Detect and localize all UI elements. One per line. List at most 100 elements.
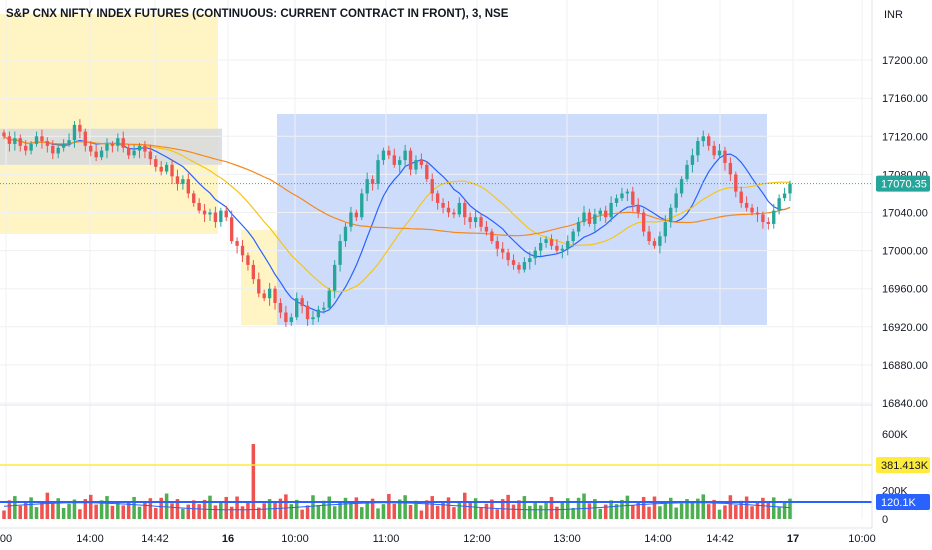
candle[interactable] <box>772 203 776 229</box>
candle[interactable] <box>208 208 212 222</box>
candle[interactable] <box>641 208 646 237</box>
candle[interactable] <box>94 144 98 162</box>
candle[interactable] <box>7 131 12 152</box>
candle[interactable] <box>506 248 510 266</box>
candle[interactable] <box>674 187 678 213</box>
candle[interactable] <box>566 235 570 256</box>
candle[interactable] <box>744 196 749 212</box>
candle[interactable] <box>192 190 196 207</box>
candle[interactable] <box>29 141 33 155</box>
candle[interactable] <box>571 228 575 247</box>
candle[interactable] <box>278 298 283 319</box>
candle[interactable] <box>154 155 158 172</box>
candle[interactable] <box>392 148 396 168</box>
candle[interactable] <box>604 205 608 223</box>
candle[interactable] <box>555 239 559 254</box>
candle[interactable] <box>105 138 109 159</box>
candle[interactable] <box>663 215 668 243</box>
candle[interactable] <box>13 131 17 151</box>
candle[interactable] <box>701 130 705 147</box>
candle[interactable] <box>273 285 277 310</box>
candle[interactable] <box>598 207 602 222</box>
candle[interactable] <box>246 252 250 271</box>
candle[interactable] <box>582 205 586 226</box>
candle[interactable] <box>636 198 640 219</box>
candle[interactable] <box>289 313 293 326</box>
candle[interactable] <box>614 194 619 207</box>
candle[interactable] <box>766 217 770 230</box>
candle[interactable] <box>121 131 125 153</box>
candle[interactable] <box>484 221 489 236</box>
candle[interactable] <box>522 257 527 273</box>
candle[interactable] <box>354 209 359 222</box>
candle[interactable] <box>327 287 331 311</box>
candle[interactable] <box>83 128 87 152</box>
candle[interactable] <box>625 188 630 202</box>
candle[interactable] <box>235 237 239 254</box>
last-price-tag[interactable] <box>876 175 930 192</box>
candle[interactable] <box>755 206 760 223</box>
candle[interactable] <box>777 194 781 215</box>
candle[interactable] <box>181 175 185 190</box>
candle[interactable] <box>734 171 738 198</box>
candle[interactable] <box>89 141 93 157</box>
candle[interactable] <box>267 282 272 306</box>
candle[interactable] <box>316 305 321 323</box>
candle[interactable] <box>490 228 494 244</box>
candle[interactable] <box>40 129 44 149</box>
candle[interactable] <box>408 147 413 176</box>
candle[interactable] <box>202 203 207 223</box>
candle[interactable] <box>311 310 315 325</box>
candle[interactable] <box>511 254 516 270</box>
candle[interactable] <box>463 200 467 225</box>
candle[interactable] <box>690 148 695 173</box>
candle[interactable] <box>587 208 592 227</box>
candle[interactable] <box>517 262 521 274</box>
candle[interactable] <box>67 133 71 147</box>
candle[interactable] <box>717 143 722 159</box>
candle[interactable] <box>360 188 364 221</box>
candle[interactable] <box>425 161 429 183</box>
candle[interactable] <box>593 208 597 232</box>
candle[interactable] <box>170 160 174 184</box>
candle[interactable] <box>533 246 537 265</box>
candle[interactable] <box>251 260 256 284</box>
candle[interactable] <box>240 240 245 263</box>
candle[interactable] <box>457 197 462 218</box>
candle[interactable] <box>132 144 136 159</box>
volume-tag-yellow[interactable] <box>876 457 930 474</box>
candle[interactable] <box>387 145 391 160</box>
candle[interactable] <box>284 305 288 327</box>
candle[interactable] <box>224 205 228 222</box>
candle[interactable] <box>78 119 82 139</box>
candle[interactable] <box>159 161 163 176</box>
candle[interactable] <box>549 234 554 250</box>
candle[interactable] <box>544 236 548 248</box>
candle[interactable] <box>45 137 50 153</box>
candle[interactable] <box>419 153 424 169</box>
candle[interactable] <box>501 242 505 260</box>
candle[interactable] <box>370 175 375 191</box>
candle[interactable] <box>56 144 60 159</box>
candle[interactable] <box>631 186 635 212</box>
candle[interactable] <box>72 121 77 148</box>
candle[interactable] <box>51 140 55 160</box>
candle[interactable] <box>414 155 418 175</box>
candle[interactable] <box>652 238 657 249</box>
candle[interactable] <box>175 169 180 191</box>
candle[interactable] <box>295 292 299 321</box>
candle[interactable] <box>446 201 451 218</box>
candle[interactable] <box>186 173 190 199</box>
candle[interactable] <box>560 244 565 259</box>
candle[interactable] <box>61 139 66 152</box>
candle[interactable] <box>576 217 581 237</box>
candle[interactable] <box>110 141 115 153</box>
candle[interactable] <box>430 173 434 202</box>
candle[interactable] <box>479 213 483 232</box>
candle[interactable] <box>441 198 445 214</box>
candle[interactable] <box>343 222 348 247</box>
candle[interactable] <box>148 144 153 165</box>
candle[interactable] <box>788 180 792 202</box>
candle[interactable] <box>620 187 624 202</box>
